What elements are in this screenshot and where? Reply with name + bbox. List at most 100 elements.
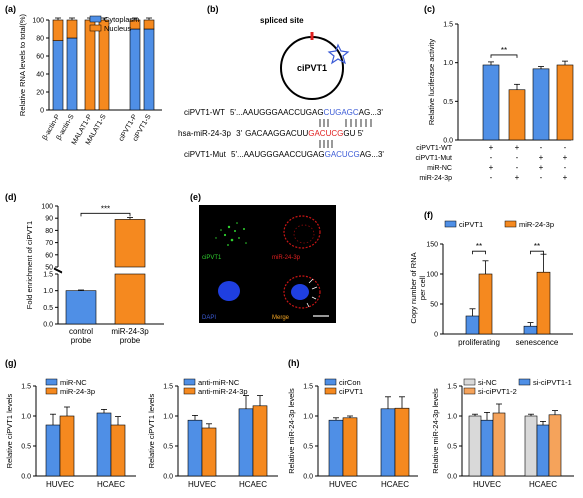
- chart-h2-legend-swatch: [463, 387, 476, 395]
- chart-h1: 0.0 0.5 1.0 1.5 Relative miR-24-3p levels HUV…: [287, 378, 418, 489]
- panel-b-schematic: spliced site ciPVT1 ciPVT1-WT 5'...AAUGG…: [178, 16, 384, 159]
- chart-d-xtick-label: miR-24-3p: [111, 327, 149, 336]
- chart-d-break-mark: [53, 267, 63, 273]
- chart-f-legend-label: ciPVT1: [459, 220, 483, 229]
- chart-d-ytick-label: 100: [41, 204, 53, 211]
- chart-h1-legend-swatch: [324, 387, 337, 395]
- chart-c-row-label: ciPVT1-Mut: [415, 155, 452, 162]
- label-dapi: DAPI: [202, 315, 217, 321]
- chart-g2-xtick-label: HUVEC: [188, 480, 216, 489]
- panel-g-letter: (g): [5, 358, 17, 368]
- chart-h1-bar: [342, 417, 358, 477]
- panel-f-letter: (f): [424, 210, 433, 220]
- chart-h1-ytick-label: 0.0: [303, 474, 313, 481]
- chart-d-xtick-label: probe: [120, 336, 141, 345]
- chart-d-ytick-label: 60: [45, 252, 53, 259]
- chart-f-ytick-label: 100: [426, 272, 438, 279]
- chart-c-ytick-label: 0.0: [443, 138, 453, 145]
- pairing-lines-top: [319, 119, 372, 127]
- chart-d-xtick-label: control: [69, 327, 93, 336]
- chart-f-bar: [536, 271, 551, 335]
- chart-c-bar: [532, 68, 550, 141]
- chart-c-matrix-cell: -: [564, 143, 567, 152]
- chart-g2-bar: [252, 405, 268, 477]
- chart-h1-legend-label: cirCon: [339, 378, 361, 387]
- chart-a-ytick-label: 0: [40, 108, 44, 115]
- chart-c-bar: [556, 64, 574, 141]
- chart-g2-bar: [201, 427, 217, 477]
- chart-a-ylabel: Relative RNA levels to total(%): [18, 13, 27, 116]
- chart-d-bar: [114, 219, 146, 268]
- chart-d: 50 60 70 80 90 100 0.0 0.5 1.0 1.5 Fold enrichment…: [25, 204, 164, 345]
- chart-h2-xtick-label: HCAEC: [529, 480, 557, 489]
- panel-h-letter: (h): [288, 358, 300, 368]
- chart-c-matrix-cell: +: [539, 153, 544, 162]
- micro-merge: Merge: [269, 265, 336, 323]
- chart-c-row-label: ciPVT1-WT: [416, 145, 453, 152]
- chart-f-sig-bracket: [472, 250, 486, 255]
- chart-a-legend-label: Nucleus: [104, 24, 131, 33]
- chart-h1-xtick-label: HCAEC: [381, 480, 409, 489]
- panel-b-letter: (b): [207, 4, 219, 14]
- microscopy-panel: ciPVT1 miR-24-3p DAPI Merge: [199, 205, 336, 323]
- chart-f-legend-label: miR-24-3p: [519, 220, 554, 229]
- chart-d-ytick-label: 1.5: [43, 272, 53, 279]
- chart-h2-bar: [536, 424, 550, 477]
- chart-c-bar: [482, 64, 500, 141]
- chart-f: 0 50 100 150 proliferating senescence Copy num…: [409, 220, 573, 347]
- chart-h2-legend-label: si-ciPVT1-1: [533, 378, 572, 387]
- spliced-site-label: spliced site: [260, 16, 304, 25]
- chart-f-ylabel: per cell: [418, 276, 427, 301]
- chart-h2-legend-swatch: [463, 378, 476, 386]
- chart-c-ylabel: Relative luciferase activity: [427, 39, 436, 126]
- panel-d-letter: (d): [5, 192, 17, 202]
- chart-h2-legend-label: si-NC: [478, 378, 497, 387]
- chart-f-sig-bracket: [530, 250, 544, 255]
- chart-h2-ytick-label: 1.5: [447, 384, 457, 391]
- chart-c-matrix-cell: +: [563, 153, 568, 162]
- chart-c-matrix-cell: +: [539, 163, 544, 172]
- label-merge: Merge: [272, 315, 290, 321]
- chart-g2-ytick-label: 1.0: [163, 414, 173, 421]
- chart-a-legend-swatch: [89, 15, 102, 23]
- chart-g2-ylabel: Relative ciPVT1 levels: [147, 393, 156, 468]
- chart-h2-bar: [468, 415, 482, 477]
- chart-g1-bar: [45, 424, 61, 477]
- chart-g1-ytick-label: 0.5: [21, 444, 31, 451]
- chart-c-ytick-label: 1.0: [443, 60, 453, 67]
- chart-h1-ylabel: Relative miR-24-3p levels: [287, 388, 296, 474]
- micro-cipvt1: ciPVT1: [199, 205, 266, 263]
- chart-h2-bar: [492, 412, 506, 477]
- chart-d-ytick-label: 1.0: [43, 288, 53, 295]
- chart-g1-xtick-label: HCAEC: [97, 480, 125, 489]
- chart-g2: 0.0 0.5 1.0 1.5 Relative ciPVT1 levels HUVEC H…: [147, 378, 278, 489]
- chart-f-ytick-label: 0: [434, 332, 438, 339]
- chart-h1-bar: [328, 419, 344, 477]
- micro-mir243p: miR-24-3p: [269, 205, 336, 263]
- chart-d-ylabel: Fold enrichment of ciPVT1: [25, 221, 34, 309]
- chart-h2-bar: [548, 414, 562, 477]
- chart-a-legend-swatch: [89, 24, 102, 32]
- chart-h2: 0.0 0.5 1.0 1.5 Relative miR-24-3p levels HUV…: [431, 378, 574, 489]
- chart-c-matrix-cell: -: [490, 153, 493, 162]
- chart-h1-ytick-label: 1.0: [303, 414, 313, 421]
- chart-h2-ytick-label: 1.0: [447, 414, 457, 421]
- chart-c-matrix-cell: +: [515, 143, 520, 152]
- seq-row-mut: ciPVT1-Mut 5'...AAUGGGAACCUGAGGACUCGAG..…: [184, 150, 384, 159]
- chart-d-ytick-label: 80: [45, 228, 53, 235]
- chart-c-row-label: miR-NC: [427, 165, 452, 172]
- chart-g2-ytick-label: 0.5: [163, 444, 173, 451]
- chart-a-bar-nucleus: [52, 19, 64, 42]
- chart-f-ytick-label: 150: [426, 242, 438, 249]
- chart-a-ytick-label: 20: [36, 90, 44, 97]
- chart-d-break-mark: [53, 268, 63, 274]
- chart-g1-ylabel: Relative ciPVT1 levels: [5, 393, 14, 468]
- chart-d-bar: [114, 273, 146, 325]
- chart-a-bar-cytoplasm: [143, 28, 155, 111]
- pairing-lines-bottom: [319, 140, 333, 148]
- chart-c-ytick-label: 1.5: [443, 22, 453, 29]
- chart-h2-ytick-label: 0.5: [447, 444, 457, 451]
- chart-d-xtick-label: probe: [71, 336, 92, 345]
- micro-dapi: DAPI: [199, 265, 266, 323]
